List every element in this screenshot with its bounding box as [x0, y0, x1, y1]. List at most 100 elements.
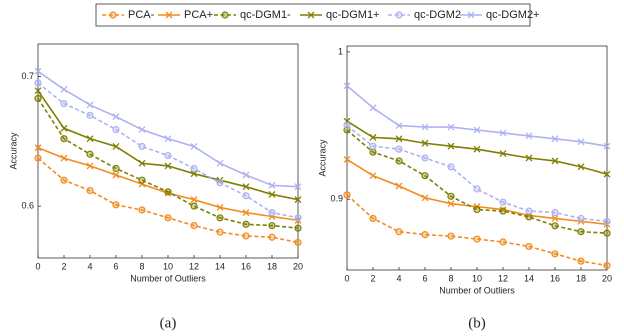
x-tick-label: 14: [524, 273, 534, 283]
marker: [447, 232, 455, 240]
marker: [421, 172, 429, 180]
marker: [34, 154, 42, 162]
marker: [34, 67, 42, 75]
marker: [551, 157, 559, 165]
marker: [395, 228, 403, 236]
series-line: [346, 129, 608, 234]
marker: [164, 188, 172, 196]
x-tick-label: 2: [61, 261, 66, 271]
marker: [499, 198, 507, 206]
marker: [551, 208, 559, 217]
marker: [551, 222, 559, 230]
marker: [447, 200, 455, 208]
marker: [60, 85, 68, 93]
legend-label: PCA-: [128, 9, 155, 21]
marker: [112, 201, 120, 209]
marker: [499, 238, 507, 246]
marker: [421, 139, 429, 147]
marker: [603, 142, 611, 150]
marker: [268, 221, 276, 230]
marker: [165, 11, 173, 19]
marker: [221, 11, 229, 19]
marker: [242, 192, 250, 200]
marker: [473, 185, 481, 193]
x-tick-label: 0: [35, 261, 40, 271]
marker: [86, 111, 94, 119]
marker: [577, 228, 585, 236]
marker: [577, 163, 585, 171]
plot-frame: [37, 43, 299, 259]
marker: [499, 150, 507, 158]
x-axis-label: Number of Outliers: [439, 285, 515, 295]
marker: [164, 162, 172, 170]
marker: [60, 154, 68, 162]
marker: [216, 159, 224, 167]
marker: [577, 257, 585, 265]
marker: [60, 124, 68, 132]
y-tick-label: 0.9: [330, 194, 343, 204]
marker: [369, 214, 377, 223]
marker: [395, 11, 403, 19]
series-line: [37, 82, 299, 219]
x-tick-label: 20: [602, 273, 612, 283]
marker: [294, 196, 302, 204]
marker: [421, 154, 429, 162]
caption: (a): [160, 315, 177, 331]
x-tick-label: 2: [370, 273, 375, 283]
marker: [216, 179, 224, 187]
marker: [109, 11, 117, 19]
series-line: [37, 70, 299, 188]
x-tick-label: 16: [550, 273, 560, 283]
marker: [242, 183, 250, 191]
legend-label: qc-DGM1+: [326, 9, 380, 21]
marker: [525, 207, 533, 215]
marker: [294, 238, 302, 247]
marker: [86, 101, 94, 109]
marker: [216, 203, 224, 211]
marker: [369, 172, 377, 180]
marker: [603, 261, 611, 270]
marker: [190, 143, 198, 150]
marker: [164, 214, 172, 222]
marker: [138, 126, 146, 134]
marker: [190, 202, 198, 210]
legend-label: qc-DGM2+: [486, 9, 540, 21]
x-tick-label: 6: [422, 273, 427, 283]
marker: [86, 162, 94, 170]
x-tick-label: 16: [241, 261, 251, 271]
marker: [112, 171, 120, 179]
x-tick-label: 14: [215, 261, 225, 271]
y-tick-label: 0.6: [21, 200, 34, 210]
marker: [164, 151, 172, 160]
marker: [343, 82, 351, 90]
series-line: [346, 85, 608, 147]
marker: [447, 192, 455, 200]
marker: [343, 191, 351, 199]
marker: [164, 135, 172, 143]
marker: [499, 207, 507, 215]
legend-label: qc-DGM1-: [240, 9, 291, 21]
marker: [242, 209, 250, 217]
marker: [473, 145, 481, 153]
x-tick-label: 10: [472, 273, 482, 283]
marker: [294, 183, 302, 191]
marker: [603, 217, 611, 225]
y-tick-label: 1: [338, 46, 343, 56]
x-tick-label: 12: [189, 261, 199, 271]
x-tick-label: 8: [448, 273, 453, 283]
series-line: [37, 157, 299, 244]
marker: [242, 232, 250, 240]
marker: [369, 148, 377, 156]
marker: [499, 129, 507, 137]
marker: [34, 79, 42, 87]
marker: [138, 142, 146, 151]
x-tick-label: 18: [576, 273, 586, 283]
marker: [421, 123, 429, 131]
y-axis-label: Accuracy: [8, 132, 18, 170]
marker: [603, 229, 611, 237]
marker: [343, 156, 351, 163]
marker: [268, 190, 276, 198]
series-line: [37, 98, 299, 229]
x-tick-label: 8: [139, 261, 144, 271]
marker: [421, 194, 429, 202]
